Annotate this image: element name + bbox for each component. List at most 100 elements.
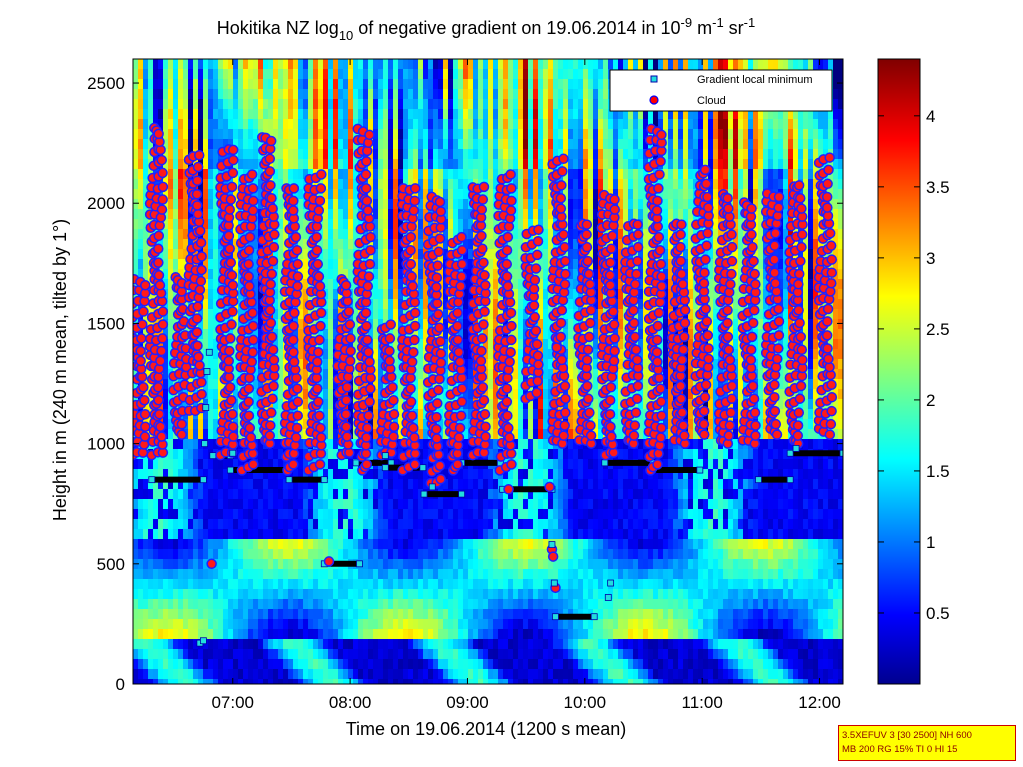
heatmap-cell [428,609,434,620]
heatmap-cell [138,619,144,630]
heatmap-cell [343,139,349,150]
heatmap-cell [293,509,299,520]
heatmap-cell [323,509,329,520]
heatmap-cell [178,609,184,620]
heatmap-cell [253,189,259,200]
heatmap-cell [498,159,504,170]
heatmap-cell [138,529,144,540]
heatmap-cell [433,679,439,684]
heatmap-cell [483,619,489,630]
heatmap-cell [153,659,159,670]
heatmap-cell [468,89,474,100]
heatmap-cell [503,149,509,160]
heatmap-cell [378,639,384,650]
heatmap-cell [248,119,254,130]
heatmap-cell [423,609,429,620]
heatmap-cell [463,239,469,250]
heatmap-cell [498,649,504,660]
heatmap-cell [388,79,394,90]
heatmap-cell [138,249,144,260]
heatmap-cell [368,389,374,400]
heatmap-cell [513,479,519,490]
heatmap-cell [518,119,524,130]
heatmap-cell [258,329,264,340]
heatmap-cell [448,619,454,630]
heatmap-cell [478,609,484,620]
heatmap-cell [438,59,444,70]
heatmap-cell [208,649,214,660]
heatmap-cell [318,679,324,684]
heatmap-cell [153,489,159,500]
heatmap-cell [143,519,149,530]
heatmap-cell [158,659,164,670]
heatmap-cell [418,329,424,340]
heatmap-cell [363,69,369,80]
heatmap-cell [478,519,484,530]
heatmap-cell [403,229,409,240]
heatmap-cell [343,59,349,70]
heatmap-cell [218,469,224,480]
heatmap-cell [333,199,339,210]
heatmap-cell [378,559,384,570]
heatmap-cell [408,629,414,640]
heatmap-cell [148,69,154,80]
heatmap-cell [298,519,304,530]
heatmap-cell [308,649,314,660]
heatmap-cell [168,79,174,90]
heatmap-cell [353,569,359,580]
heatmap-cell [428,309,434,320]
heatmap-cell [383,609,389,620]
heatmap-cell [168,209,174,220]
heatmap-cell [433,579,439,590]
heatmap-cell [338,119,344,130]
heatmap-cell [418,129,424,140]
heatmap-cell [233,479,239,490]
heatmap-cell [183,629,189,640]
heatmap-cell [378,589,384,600]
heatmap-cell [413,519,419,530]
heatmap-cell [193,569,199,580]
heatmap-cell [248,489,254,500]
heatmap-cell [408,619,414,630]
heatmap-cell [133,169,139,180]
heatmap-cell [448,99,454,110]
heatmap-cell [428,219,434,230]
heatmap-cell [238,659,244,670]
heatmap-cell [233,59,239,70]
heatmap-cell [428,89,434,100]
heatmap-cell [473,159,479,170]
heatmap-cell [418,609,424,620]
heatmap-cell [498,679,504,684]
heatmap-cell [358,369,364,380]
heatmap-cell [388,599,394,610]
heatmap-cell [178,99,184,110]
heatmap-cell [333,189,339,200]
heatmap-cell [408,609,414,620]
heatmap-cell [313,669,319,680]
heatmap-cell [348,499,354,510]
heatmap-cell [208,69,214,80]
heatmap-cell [498,549,504,560]
heatmap-cell [398,459,404,470]
heatmap-cell [133,519,139,530]
heatmap-cell [518,369,524,380]
heatmap-cell [403,499,409,510]
heatmap-cell [388,109,394,120]
heatmap-cell [233,459,239,470]
heatmap-cell [468,69,474,80]
heatmap-cell [133,509,139,520]
heatmap-cell [308,579,314,590]
heatmap-cell [213,159,219,170]
heatmap-cell [493,509,499,520]
heatmap-cell [363,99,369,110]
heatmap-cell [188,669,194,680]
heatmap-cell [223,119,229,130]
heatmap-cell [333,519,339,530]
heatmap-cell [463,539,469,550]
heatmap-cell [198,659,204,670]
heatmap-cell [378,509,384,520]
heatmap-cell [298,429,304,440]
heatmap-cell [173,599,179,610]
heatmap-cell [443,609,449,620]
heatmap-cell [278,669,284,680]
